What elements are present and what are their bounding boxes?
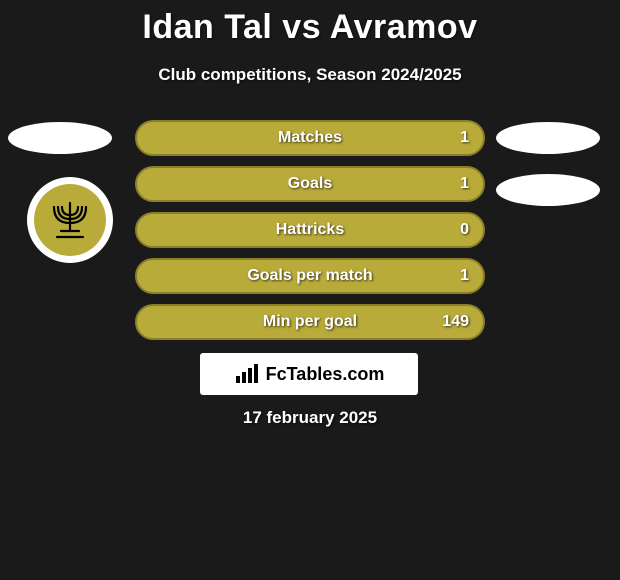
stat-value: 149: [442, 313, 469, 331]
stat-value: 1: [460, 267, 469, 285]
page-title: Idan Tal vs Avramov: [0, 0, 620, 47]
stat-value: 1: [460, 129, 469, 147]
left-oval-badge: [8, 122, 112, 154]
stat-row-goals-per-match: Goals per match 1: [135, 258, 485, 294]
footer-brand-text: FcTables.com: [266, 364, 385, 385]
bar-chart-icon: [234, 363, 260, 385]
date-text: 17 february 2025: [0, 408, 620, 428]
stat-row-hattricks: Hattricks 0: [135, 212, 485, 248]
stat-label: Hattricks: [137, 221, 483, 239]
stat-label: Matches: [137, 129, 483, 147]
right-oval-badge-1: [496, 122, 600, 154]
stat-label: Goals per match: [137, 267, 483, 285]
stats-container: Matches 1 Goals 1 Hattricks 0 Goals per …: [135, 120, 485, 350]
stat-label: Goals: [137, 175, 483, 193]
stat-row-matches: Matches 1: [135, 120, 485, 156]
stat-row-min-per-goal: Min per goal 149: [135, 304, 485, 340]
club-crest-badge: [27, 177, 113, 263]
footer-brand-badge: FcTables.com: [200, 353, 418, 395]
stat-label: Min per goal: [137, 313, 483, 331]
stat-value: 1: [460, 175, 469, 193]
stat-row-goals: Goals 1: [135, 166, 485, 202]
menorah-icon: [47, 197, 93, 243]
stat-value: 0: [460, 221, 469, 239]
subtitle: Club competitions, Season 2024/2025: [0, 65, 620, 85]
right-oval-badge-2: [496, 174, 600, 206]
club-crest-icon: [34, 184, 106, 256]
